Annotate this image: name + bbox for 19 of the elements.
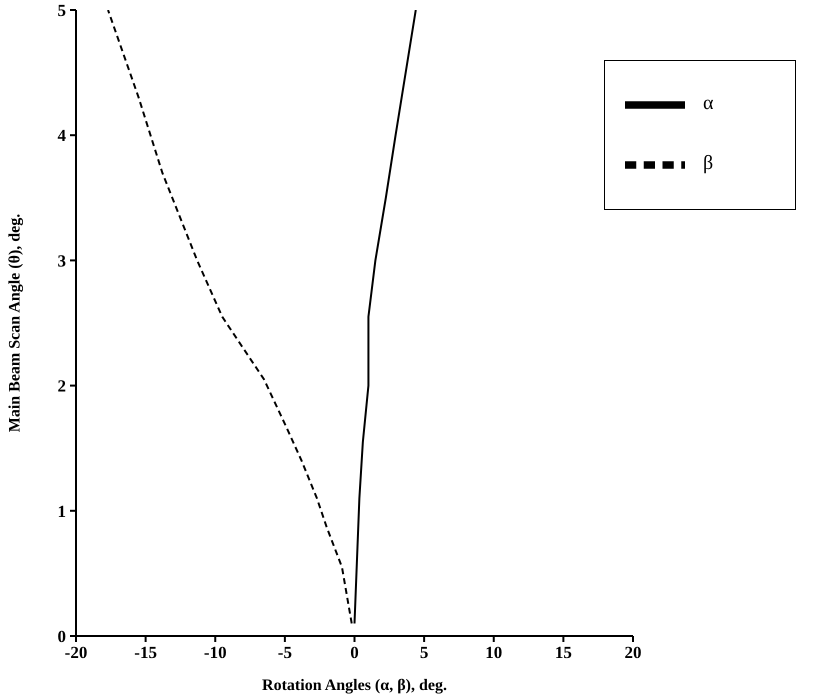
y-tick-label: 1 [58,502,66,521]
x-tick-label: 15 [554,643,572,662]
legend-label: α [703,92,714,114]
x-tick-label: -20 [64,643,88,662]
x-axis-title: Rotation Angles (α, β), deg. [262,677,447,694]
legend-label: β [703,152,714,174]
y-tick-label: 3 [58,251,66,270]
x-tick-label: -15 [134,643,157,662]
y-tick-label: 4 [58,126,66,146]
y-tick-label: 2 [58,376,66,396]
x-tick-label: 20 [624,643,642,662]
x-tick-label: 0 [350,643,359,662]
x-tick-label: 5 [420,643,428,662]
x-tick-label: 10 [485,643,502,662]
y-axis-title: Main Beam Scan Angle (θ), deg. [6,214,24,432]
y-tick-label: 5 [58,1,66,20]
x-tick-label: -5 [278,643,292,662]
x-tick-label: -10 [204,643,227,662]
y-tick-label: 0 [58,627,66,646]
